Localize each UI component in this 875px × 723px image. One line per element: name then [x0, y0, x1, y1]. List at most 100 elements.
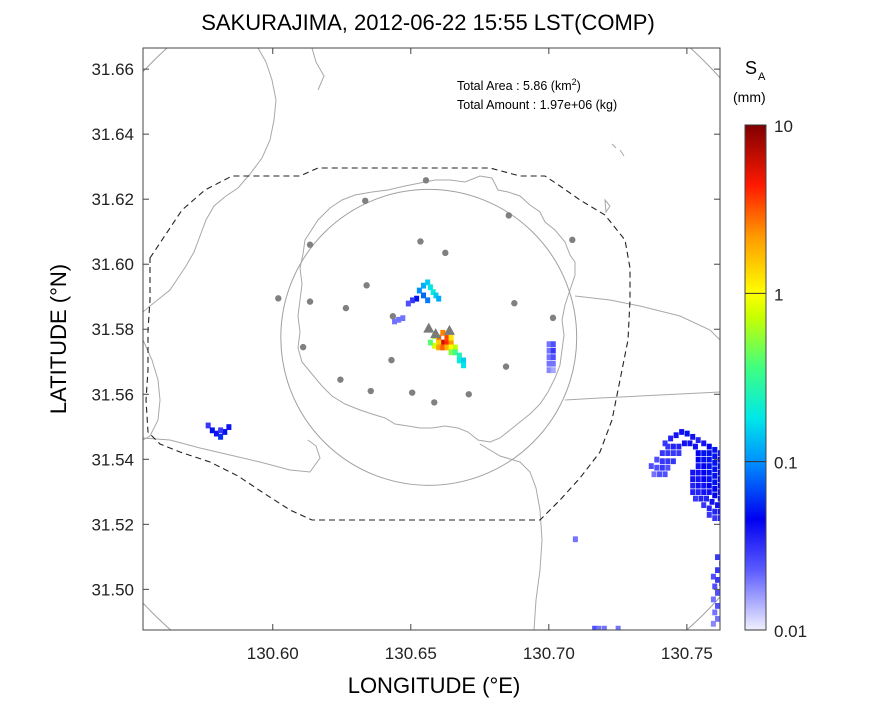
ash-cell [421, 292, 427, 299]
ash-cell [709, 498, 715, 505]
ash-cell [715, 502, 720, 509]
total-area-annotation: Total Area : 5.86 (km2) [457, 77, 581, 93]
ash-cell [452, 344, 458, 351]
ash-cell [665, 450, 671, 456]
ash-cell [427, 339, 433, 346]
ash-cell [400, 315, 406, 322]
station-marker [417, 238, 424, 245]
ash-cell [717, 495, 720, 502]
ash-cell [546, 360, 552, 367]
ash-cell [444, 339, 450, 346]
ash-cell [436, 339, 442, 346]
ash-cell [218, 427, 224, 434]
ash-cell [550, 367, 556, 374]
ash-cell [546, 367, 552, 374]
ash-cell [651, 471, 657, 478]
ash-cell [712, 508, 718, 515]
ash-cell [701, 440, 707, 447]
ash-cell [690, 482, 696, 489]
ash-cell [706, 511, 712, 518]
ash-cell [430, 289, 436, 296]
ash-cell [701, 482, 707, 489]
ash-cell [712, 472, 718, 479]
vents [423, 322, 455, 339]
ash-cell [654, 456, 660, 463]
y-tick-label: 31.50 [91, 580, 134, 599]
ash-cell [448, 339, 454, 346]
ash-cell [392, 318, 398, 325]
ash-cell [701, 489, 707, 496]
colorbar-tick-label: 0.01 [774, 622, 807, 641]
ash-cell [715, 590, 720, 596]
y-tick-label: 31.62 [91, 190, 134, 209]
ash-cell [695, 437, 701, 443]
ash-cell [712, 485, 718, 492]
ash-cell [706, 476, 712, 483]
station-marker [442, 249, 449, 257]
ash-cell [717, 450, 720, 456]
ash-cell [662, 471, 668, 478]
ash-cell [421, 282, 427, 289]
y-axis-label: LATITUDE (°N) [46, 264, 71, 414]
ash-cell [681, 440, 687, 447]
ash-cell [676, 443, 682, 450]
ash-cell [710, 620, 716, 627]
ash-cell [692, 495, 698, 502]
ash-cell [712, 492, 718, 499]
plot-background [143, 48, 720, 630]
ash-cell [416, 287, 422, 294]
ash-cell [448, 334, 454, 341]
ash-cell [546, 354, 552, 361]
colorbar-unit: (mm) [733, 89, 766, 105]
ash-cell [690, 469, 696, 476]
ash-cell [690, 433, 696, 440]
ash-cell [676, 450, 682, 456]
ash-cell [703, 495, 710, 502]
station-marker [569, 236, 576, 244]
ash-cell [452, 349, 458, 356]
ash-cell [710, 573, 716, 580]
ash-cell [706, 489, 712, 496]
colorbar-tick-label: 1 [774, 285, 783, 304]
ash-cell [717, 482, 720, 489]
ash-cell [712, 515, 718, 522]
ash-cell [405, 300, 411, 307]
y-tick-label: 31.66 [91, 60, 134, 79]
ash-cell [695, 463, 701, 470]
coastline-north [311, 48, 325, 91]
ash-cell [712, 479, 718, 486]
ash-cell [679, 429, 685, 435]
ash-cell [701, 456, 707, 463]
ash-cell [706, 450, 712, 456]
vent-marker [430, 328, 442, 339]
y-tick-label: 31.56 [91, 385, 134, 404]
coastline-east-2 [574, 295, 720, 341]
ash-cell [596, 625, 602, 630]
total-amount-annotation: Total Amount : 1.97e+06 (kg) [457, 98, 617, 112]
ash-cell [712, 446, 718, 453]
ash-cell [657, 471, 663, 478]
ash-cell [717, 463, 720, 470]
ash-cell [717, 489, 720, 496]
stations [275, 177, 576, 406]
station-marker [388, 356, 395, 364]
ash-cell [665, 443, 671, 450]
ash-cell [448, 344, 454, 351]
ash-cell [712, 609, 718, 616]
ash-cell [440, 339, 446, 346]
coastline-west [143, 339, 161, 441]
station-marker [342, 304, 350, 312]
ash-cell [712, 466, 718, 473]
ash-cell [715, 567, 720, 574]
colorbar: SA (mm) 10 1 0.1 0.01 [733, 58, 807, 641]
ash-cell [684, 430, 690, 437]
ash-cell [665, 458, 671, 465]
coastline-islets [604, 143, 625, 214]
ash-cell [218, 433, 224, 440]
ash-cell [701, 463, 707, 470]
coastline-east [564, 391, 720, 401]
station-marker [367, 387, 374, 395]
x-axis-label: LONGITUDE (°E) [348, 673, 521, 698]
ash-cell [706, 505, 712, 512]
